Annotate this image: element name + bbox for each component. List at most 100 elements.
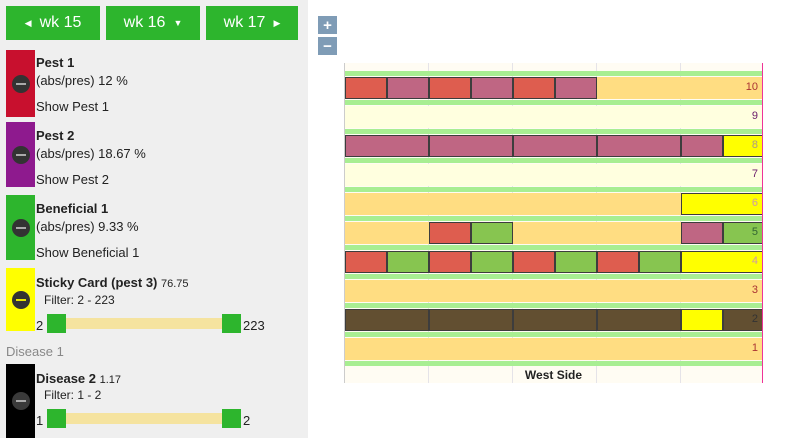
pest1-swatch[interactable]	[6, 50, 35, 117]
filter-label: Filter: 1 - 2	[44, 388, 102, 402]
slider-min-handle[interactable]	[47, 314, 66, 333]
week-select-button[interactable]: wk 16 ▼	[106, 6, 200, 40]
row-number: 6	[751, 197, 758, 209]
week-prev-button[interactable]: ◀ wk 15	[6, 6, 100, 40]
layer-toggle-link[interactable]: Show Beneficial 1	[36, 245, 140, 260]
observation-cell[interactable]	[513, 309, 597, 331]
observation-cell[interactable]	[429, 135, 513, 157]
walkway-line	[345, 332, 762, 337]
chevron-left-icon: ◀	[24, 17, 32, 28]
observation-cell[interactable]	[513, 251, 555, 273]
observation-cell[interactable]	[555, 77, 597, 99]
bench-row[interactable]	[345, 338, 762, 360]
observation-cell[interactable]	[681, 135, 723, 157]
disease2-swatch[interactable]	[6, 364, 35, 438]
minus-circle-icon	[11, 145, 30, 164]
week-next-button[interactable]: wk 17 ▶	[206, 6, 298, 40]
sticky-name: Sticky Card (pest 3)	[36, 275, 158, 290]
layer-name: Disease 2 1.17	[36, 371, 121, 386]
beneficial1-swatch[interactable]	[6, 195, 35, 260]
filter-label: Filter: 2 - 223	[44, 293, 115, 307]
observation-cell[interactable]	[429, 309, 513, 331]
filter-slider-track[interactable]	[58, 318, 224, 329]
observation-cell[interactable]	[345, 135, 429, 157]
walkway-line	[345, 158, 762, 163]
walkway-line	[345, 129, 762, 134]
observation-cell[interactable]	[681, 193, 763, 215]
bench-row[interactable]	[345, 280, 762, 302]
week-label: wk 15	[39, 14, 82, 31]
disease2-name: Disease 2	[36, 371, 96, 386]
bench-row[interactable]	[345, 106, 762, 128]
week-label: wk 16	[123, 14, 166, 31]
bench-row[interactable]	[345, 164, 762, 186]
row-number: 9	[751, 110, 758, 122]
minus-circle-icon	[11, 392, 30, 410]
greenhouse-map[interactable]: West Side 10 9 8 7 6 5 4 3 2 1	[344, 63, 763, 383]
slider-min: 2	[36, 318, 44, 333]
walkway-line	[345, 71, 762, 76]
row-number: 7	[751, 168, 758, 180]
observation-cell[interactable]	[429, 222, 471, 244]
observation-cell[interactable]	[345, 251, 387, 273]
sidebar: ◀ wk 15 wk 16 ▼ wk 17 ▶ Pest 1 (abs/pres…	[0, 0, 308, 438]
minus-circle-icon	[11, 290, 30, 309]
slider-max-handle[interactable]	[222, 409, 241, 428]
slider-max-handle[interactable]	[222, 314, 241, 333]
observation-cell[interactable]	[597, 135, 681, 157]
walkway-line	[345, 100, 762, 105]
observation-cell[interactable]	[429, 251, 471, 273]
bench-row[interactable]	[345, 193, 762, 215]
chevron-right-icon: ▶	[273, 17, 281, 28]
observation-cell[interactable]	[471, 222, 513, 244]
observation-cell[interactable]	[471, 77, 513, 99]
observation-cell[interactable]	[345, 309, 429, 331]
observation-cell[interactable]	[597, 309, 681, 331]
layer-name: Pest 1	[36, 55, 75, 70]
layer-stat: (abs/pres) 18.67 %	[36, 146, 146, 161]
row-number: 8	[751, 139, 758, 151]
pest2-swatch[interactable]	[6, 122, 35, 187]
minus-circle-icon	[11, 74, 30, 93]
week-label: wk 17	[223, 14, 266, 31]
layer-stat: (abs/pres) 9.33 %	[36, 219, 139, 234]
layer-toggle-link[interactable]: Show Pest 1	[36, 99, 109, 114]
observation-cell[interactable]	[513, 135, 597, 157]
observation-cell[interactable]	[555, 251, 597, 273]
observation-cell[interactable]	[597, 251, 639, 273]
row-number: 10	[745, 81, 758, 93]
observation-cell[interactable]	[513, 77, 555, 99]
walkway-line	[345, 361, 762, 366]
observation-cell[interactable]	[387, 251, 429, 273]
disease1-label: Disease 1	[6, 344, 64, 359]
walkway-line	[345, 216, 762, 221]
minus-circle-icon	[11, 218, 30, 237]
map-title: West Side	[524, 368, 583, 382]
sticky-value: 76.75	[161, 278, 189, 290]
zoom-in-button[interactable]: +	[318, 16, 337, 34]
layer-name: Sticky Card (pest 3) 76.75	[36, 275, 189, 290]
chevron-down-icon: ▼	[173, 18, 183, 28]
slider-min: 1	[36, 413, 44, 428]
slider-min-handle[interactable]	[47, 409, 66, 428]
zoom-out-button[interactable]: −	[318, 37, 337, 55]
row-number: 4	[751, 255, 758, 267]
observation-cell[interactable]	[681, 222, 723, 244]
observation-cell[interactable]	[429, 77, 471, 99]
observation-cell[interactable]	[387, 77, 429, 99]
layer-stat: (abs/pres) 12 %	[36, 73, 128, 88]
observation-cell[interactable]	[345, 77, 387, 99]
slider-max: 223	[243, 318, 265, 333]
filter-slider-track[interactable]	[58, 413, 224, 424]
walkway-line	[345, 187, 762, 192]
walkway-line	[345, 303, 762, 308]
observation-cell[interactable]	[681, 309, 723, 331]
observation-cell[interactable]	[471, 251, 513, 273]
layer-name: Beneficial 1	[36, 201, 109, 216]
layer-toggle-link[interactable]: Show Pest 2	[36, 172, 109, 187]
observation-cell[interactable]	[639, 251, 681, 273]
slider-max: 2	[243, 413, 251, 428]
sticky-card-swatch[interactable]	[6, 268, 35, 331]
layer-name: Pest 2	[36, 128, 75, 143]
observation-cell[interactable]	[681, 251, 763, 273]
